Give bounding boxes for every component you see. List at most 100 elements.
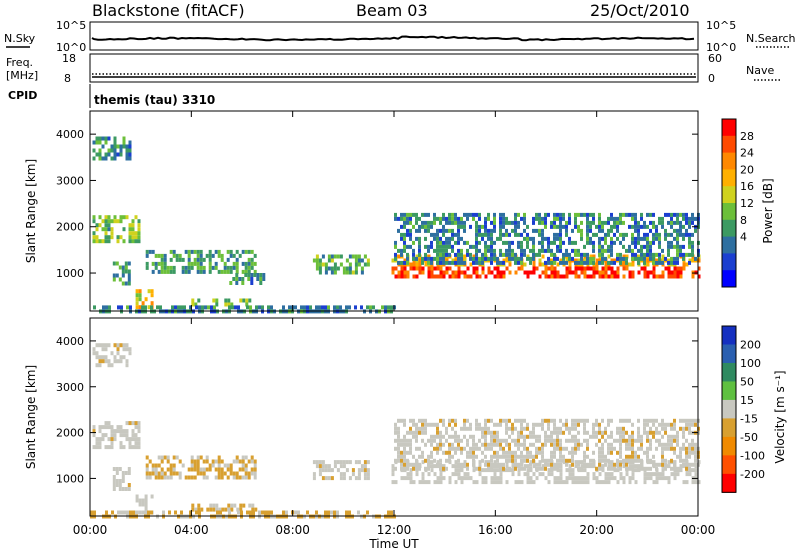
heatmap-cell xyxy=(122,433,126,438)
heatmap-cell xyxy=(409,232,412,237)
heatmap-cell xyxy=(409,430,412,435)
heatmap-cell xyxy=(345,258,349,263)
heatmap-cell xyxy=(541,466,544,471)
heatmap-cell xyxy=(424,252,427,257)
heatmap-cell xyxy=(670,216,673,221)
heatmap-cell xyxy=(451,454,454,459)
heatmap-cell xyxy=(526,244,529,249)
heatmap-cell xyxy=(541,464,545,469)
heatmap-cell xyxy=(339,476,343,481)
heatmap-cell xyxy=(679,252,682,257)
cpid-label: CPID xyxy=(8,89,37,102)
heatmap-cell xyxy=(436,216,439,221)
heatmap-cell xyxy=(622,244,625,249)
heatmap-cell xyxy=(634,480,638,485)
heatmap-cell xyxy=(682,224,685,229)
heatmap-cell xyxy=(451,228,454,233)
heatmap-cell xyxy=(466,472,470,477)
colorbar-tick-label: 15 xyxy=(740,394,754,407)
heatmap-cell xyxy=(270,510,273,515)
heatmap-cell xyxy=(253,471,257,476)
heatmap-cell xyxy=(646,252,649,257)
heatmap-cell xyxy=(199,257,203,262)
heatmap-cell xyxy=(652,274,656,279)
heatmap-cell xyxy=(541,426,544,431)
heatmap-cell xyxy=(667,464,671,469)
heatmap-cell xyxy=(366,510,369,515)
heatmap-cell xyxy=(592,232,595,237)
heatmap-cell xyxy=(481,426,484,431)
heatmap-cell xyxy=(472,468,476,473)
heatmap-cell xyxy=(556,224,559,229)
heatmap-cell xyxy=(409,426,412,431)
heatmap-cell xyxy=(601,244,604,249)
heatmap-cell xyxy=(631,438,634,443)
colorbar-segment xyxy=(722,344,736,364)
heatmap-cell xyxy=(502,418,505,423)
heatmap-cell xyxy=(212,298,216,303)
heatmap-cell xyxy=(598,260,601,265)
heatmap-cell xyxy=(400,224,403,229)
heatmap-cell xyxy=(92,231,96,236)
heatmap-cell xyxy=(631,274,635,279)
heatmap-cell xyxy=(520,248,523,253)
heatmap-cell xyxy=(418,236,421,241)
heatmap-cell xyxy=(196,249,200,254)
heatmap-cell xyxy=(119,215,123,220)
heatmap-cell xyxy=(478,212,481,217)
heatmap-cell xyxy=(315,258,319,263)
heatmap-cell xyxy=(532,236,535,241)
heatmap-cell xyxy=(448,274,452,279)
heatmap-cell xyxy=(98,148,102,153)
heatmap-cell xyxy=(242,298,246,303)
heatmap-cell xyxy=(598,228,601,233)
heatmap-cell xyxy=(622,274,626,279)
power-colorbar-label: Power [dB] xyxy=(761,178,775,243)
heatmap-cell xyxy=(101,144,105,149)
heatmap-cell xyxy=(424,426,427,431)
heatmap-cell xyxy=(619,446,622,451)
heatmap-cell xyxy=(131,219,135,224)
colorbar-tick-label: 28 xyxy=(740,130,754,143)
heatmap-cell xyxy=(652,256,655,261)
heatmap-cell xyxy=(270,305,273,310)
heatmap-cell xyxy=(288,305,291,310)
heatmap-cell xyxy=(101,433,105,438)
heatmap-cell xyxy=(121,269,125,274)
heatmap-cell xyxy=(637,248,640,253)
heatmap-cell xyxy=(394,422,397,427)
heatmap-cell xyxy=(673,450,676,455)
heatmap-cell xyxy=(397,438,400,443)
heatmap-cell xyxy=(348,510,351,515)
heatmap-cell xyxy=(128,441,132,446)
heatmap-cell xyxy=(565,260,568,265)
heatmap-cell xyxy=(556,442,559,447)
heatmap-cell xyxy=(556,476,560,481)
heatmap-cell xyxy=(682,426,685,431)
heatmap-cell xyxy=(517,446,520,451)
heatmap-cell xyxy=(490,220,493,225)
heatmap-cell xyxy=(652,462,655,467)
heatmap-cell xyxy=(523,454,526,459)
heatmap-cell xyxy=(315,262,319,267)
heatmap-cell xyxy=(439,240,442,245)
heatmap-cell xyxy=(667,212,670,217)
heatmap-cell xyxy=(526,476,530,481)
heatmap-cell xyxy=(640,248,643,253)
heatmap-cell xyxy=(664,458,667,463)
heatmap-cell xyxy=(249,305,252,310)
heatmap-cell xyxy=(466,466,469,471)
heatmap-cell xyxy=(460,426,463,431)
heatmap-cell xyxy=(436,480,440,485)
heatmap-cell xyxy=(649,212,652,217)
heatmap-cell xyxy=(646,232,649,237)
heatmap-cell xyxy=(409,212,412,217)
heatmap-cell xyxy=(628,434,631,439)
heatmap-cell xyxy=(679,220,682,225)
heatmap-cell xyxy=(637,434,640,439)
heatmap-cell xyxy=(511,450,514,455)
heatmap-cell xyxy=(250,455,254,460)
heatmap-cell xyxy=(553,418,556,423)
heatmap-cell xyxy=(646,270,650,275)
heatmap-cell xyxy=(511,252,514,257)
